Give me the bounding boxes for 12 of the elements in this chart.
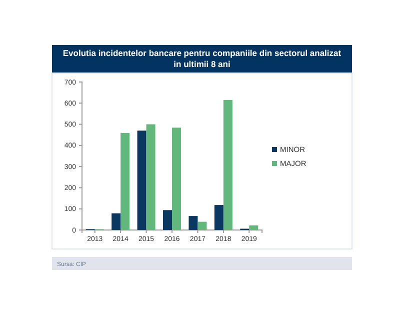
bar [188, 216, 198, 230]
bar [163, 210, 172, 230]
bar [137, 130, 146, 230]
bar [120, 132, 130, 230]
bar [223, 100, 232, 230]
bar [112, 213, 121, 230]
bar [214, 205, 224, 230]
bar [249, 225, 258, 230]
bar [198, 222, 207, 230]
bar [146, 124, 156, 230]
bar [172, 128, 181, 230]
chart-title: Evolutia incidentelor bancare pentru companiile din sectorul analizat in ultimii 8 ani [62, 48, 342, 69]
